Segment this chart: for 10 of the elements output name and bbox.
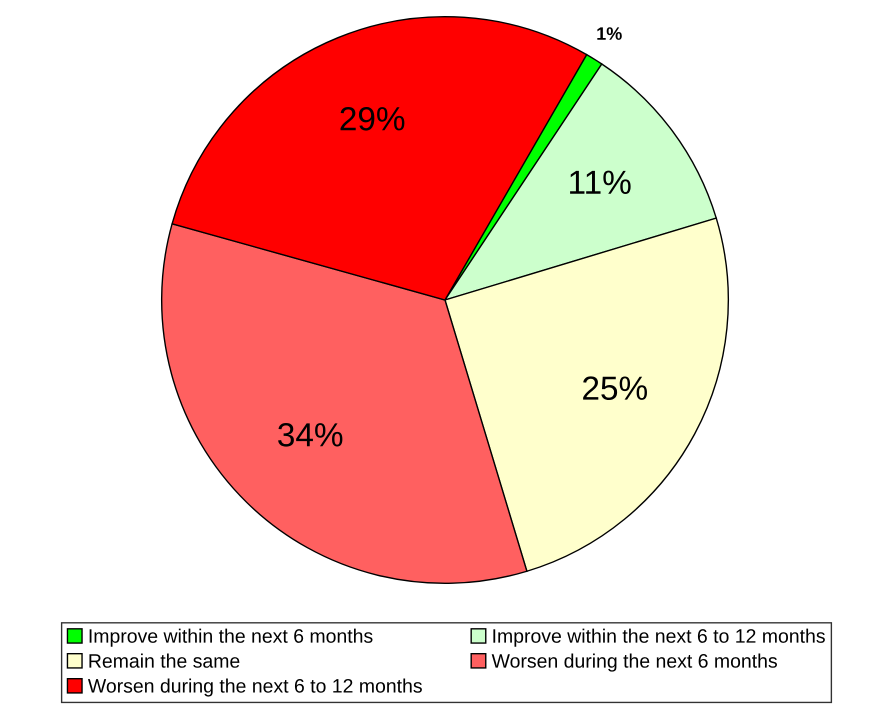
legend-label: Improve within the next 6 to 12 months — [493, 628, 825, 647]
data-label: 1% — [597, 27, 622, 40]
data-label: 25% — [583, 376, 647, 400]
legend-label: Improve within the next 6 months — [90, 628, 372, 647]
data-label: 34% — [278, 423, 342, 447]
data-label: 29% — [340, 106, 404, 131]
legend-label: Worsen during the next 6 to 12 months — [88, 678, 422, 697]
legend-label: Remain the same — [89, 654, 240, 668]
data-label: 11% — [570, 170, 631, 194]
legend-label: Worsen during the next 6 months — [492, 654, 777, 672]
